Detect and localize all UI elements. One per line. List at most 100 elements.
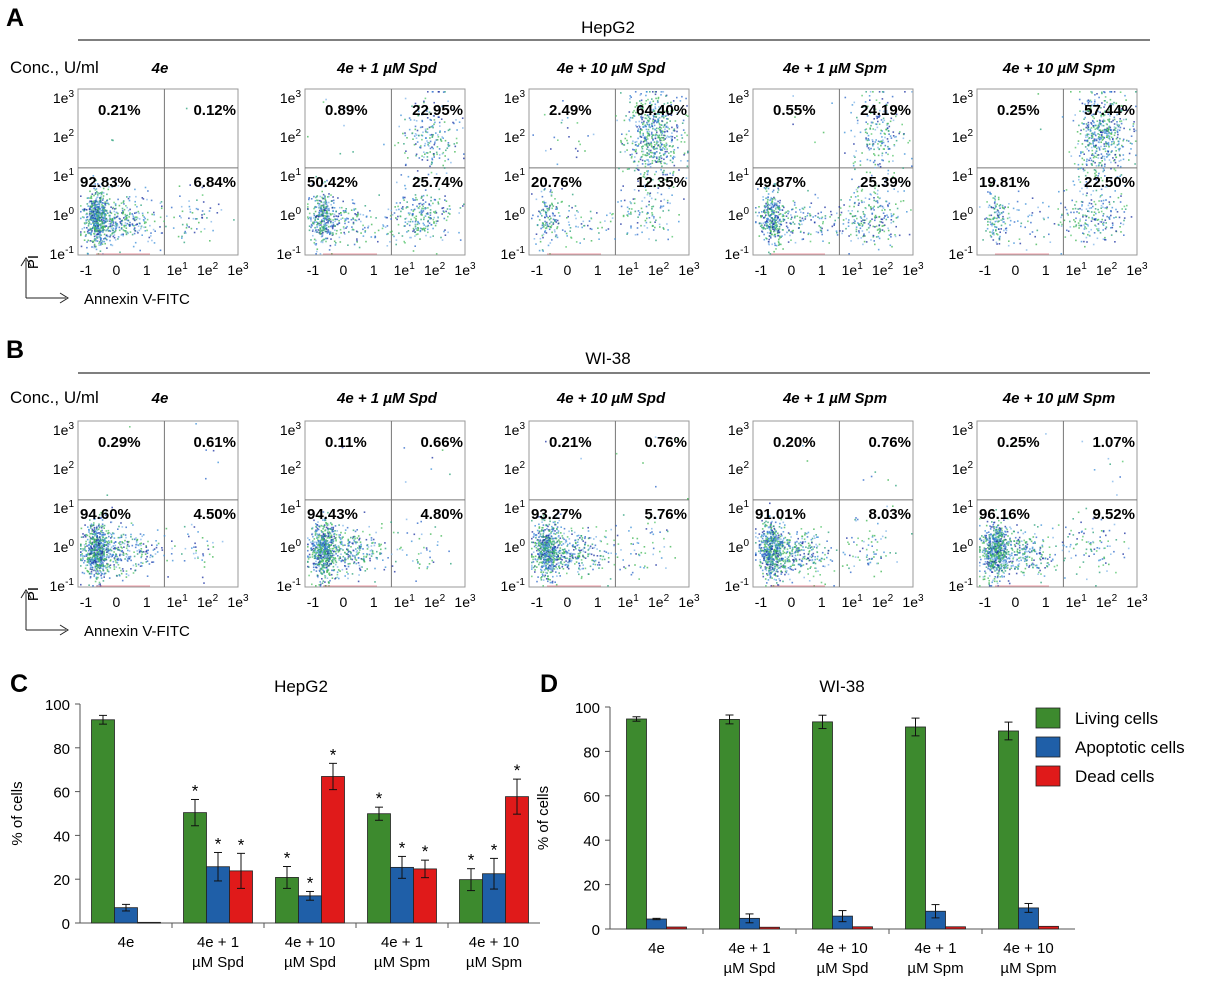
event-dot	[1083, 153, 1085, 155]
event-dot	[89, 227, 92, 230]
event-dot	[1087, 121, 1090, 124]
event-dot	[332, 210, 334, 212]
event-dot	[776, 232, 779, 235]
event-dot	[580, 223, 583, 225]
event-dot	[1106, 143, 1108, 145]
event-dot	[1004, 228, 1007, 230]
event-dot	[1112, 119, 1114, 122]
event-dot	[89, 177, 92, 179]
event-dot	[623, 119, 626, 122]
event-dot	[97, 212, 100, 215]
event-dot	[1092, 243, 1095, 246]
event-dot	[653, 121, 655, 124]
event-dot	[420, 145, 422, 147]
event-dot	[100, 563, 103, 565]
event-dot	[409, 119, 412, 121]
event-dot	[649, 221, 652, 224]
event-dot	[401, 235, 404, 237]
event-dot	[1096, 120, 1099, 122]
event-dot	[643, 225, 646, 227]
event-dot	[353, 243, 356, 246]
event-dot	[994, 199, 996, 201]
event-dot	[903, 190, 905, 192]
event-dot	[206, 217, 208, 219]
event-dot	[773, 229, 776, 232]
event-dot	[415, 233, 418, 236]
event-dot	[125, 205, 127, 207]
event-dot	[648, 200, 650, 203]
event-dot	[1100, 157, 1103, 159]
event-dot	[775, 228, 777, 231]
event-dot	[1107, 141, 1110, 144]
event-dot	[416, 198, 418, 201]
event-dot	[779, 218, 781, 221]
event-dot	[656, 143, 658, 145]
event-dot	[998, 211, 1000, 214]
event-dot	[644, 125, 647, 128]
event-dot	[106, 568, 109, 571]
event-dot	[799, 208, 801, 211]
event-dot	[88, 529, 90, 531]
event-dot	[1102, 130, 1105, 133]
event-dot	[1102, 199, 1105, 202]
event-dot	[316, 248, 319, 250]
event-dot	[367, 225, 370, 227]
event-dot	[1100, 145, 1102, 148]
event-dot	[430, 171, 433, 174]
event-dot	[767, 207, 769, 210]
event-dot	[429, 204, 432, 207]
event-dot	[902, 167, 904, 169]
event-dot	[1102, 223, 1104, 225]
event-dot	[1114, 161, 1117, 164]
event-dot	[797, 227, 800, 229]
event-dot	[311, 230, 314, 232]
event-dot	[101, 199, 104, 201]
event-dot	[843, 131, 846, 134]
event-dot	[1096, 103, 1099, 106]
event-dot	[549, 226, 552, 228]
event-dot	[646, 170, 648, 172]
event-dot	[99, 229, 101, 231]
event-dot	[1086, 100, 1089, 102]
event-dot	[99, 226, 102, 228]
event-dot	[97, 214, 100, 217]
event-dot	[627, 215, 629, 217]
event-dot	[420, 212, 423, 215]
event-dot	[329, 244, 332, 247]
event-dot	[94, 213, 97, 216]
event-dot	[1119, 91, 1122, 93]
event-dot	[765, 205, 768, 208]
event-dot	[801, 207, 804, 210]
event-dot	[1097, 227, 1100, 230]
event-dot	[1090, 199, 1093, 201]
event-dot	[403, 199, 405, 201]
event-dot	[188, 200, 190, 202]
event-dot	[112, 547, 115, 550]
event-dot	[404, 118, 406, 121]
event-dot	[132, 214, 134, 216]
event-dot	[665, 156, 668, 158]
event-dot	[111, 244, 114, 247]
event-dot	[772, 228, 775, 230]
event-dot	[854, 215, 857, 217]
event-dot	[97, 222, 99, 225]
event-dot	[653, 148, 655, 150]
event-dot	[864, 105, 867, 108]
event-dot	[1080, 224, 1083, 227]
event-dot	[860, 190, 863, 192]
event-dot	[114, 228, 117, 231]
event-dot	[1094, 169, 1097, 172]
event-dot	[883, 230, 886, 233]
event-dot	[353, 209, 355, 211]
event-dot	[821, 216, 824, 219]
dot-cloud	[531, 91, 689, 255]
event-dot	[800, 211, 802, 213]
event-dot	[428, 204, 431, 206]
y-tick-label: 1e3	[280, 89, 302, 106]
event-dot	[319, 233, 322, 235]
event-dot	[419, 227, 422, 230]
event-dot	[1098, 164, 1100, 166]
event-dot	[1104, 227, 1107, 230]
event-dot	[1084, 103, 1086, 106]
event-dot	[831, 102, 833, 104]
